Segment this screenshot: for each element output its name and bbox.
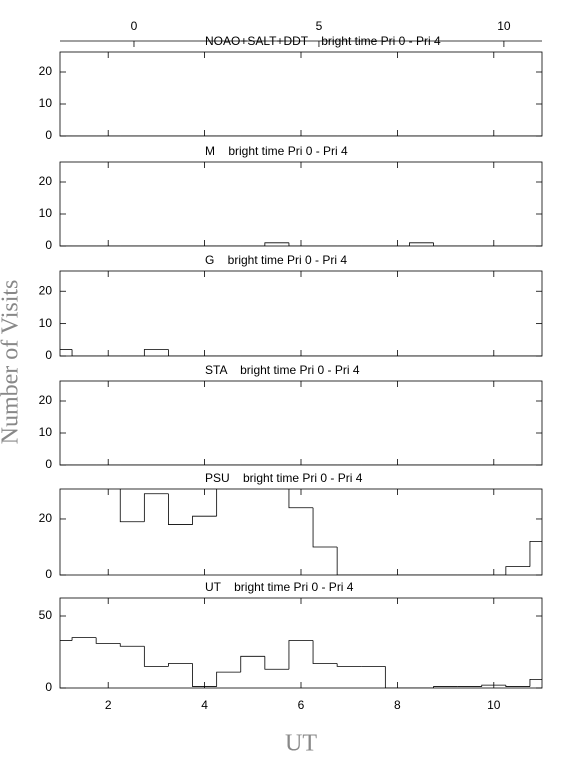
histogram-step (288, 640, 314, 670)
histogram-step (71, 637, 97, 641)
panel-frame (59, 488, 543, 576)
y-tick-label: 0 (45, 457, 52, 471)
y-tick-label: 0 (45, 348, 52, 362)
histogram-step (216, 489, 218, 517)
histogram-step (168, 663, 193, 667)
y-tick-label: 10 (39, 425, 53, 439)
y-tick-label: 0 (45, 680, 52, 694)
histogram (119, 489, 542, 575)
histogram-step (433, 686, 458, 688)
histogram-step (264, 656, 289, 670)
histogram-step (384, 666, 410, 688)
y-tick-label: 10 (39, 96, 53, 110)
panel-title: UT bright time Pri 0 - Pri 4 (205, 580, 354, 594)
histogram-step (216, 671, 241, 687)
histogram-step (168, 349, 193, 356)
y-tick-label: 0 (45, 567, 52, 581)
panel-title: STA bright time Pri 0 - Pri 4 (205, 363, 360, 377)
histogram-step (143, 646, 169, 667)
histogram-step (481, 684, 506, 687)
histogram-step (143, 349, 169, 356)
histogram-step (505, 566, 530, 575)
histogram-step (168, 493, 193, 525)
top-tick-label: 10 (497, 19, 511, 33)
panel-frame (59, 51, 543, 137)
y-tick-label: 20 (39, 393, 53, 407)
histogram-step (529, 540, 542, 567)
panel-frame (59, 380, 543, 466)
histogram-step (192, 663, 217, 687)
y-tick-label: 20 (39, 511, 53, 525)
histogram-step (288, 242, 314, 246)
histogram (60, 349, 542, 356)
x-tick-label: 6 (298, 698, 305, 712)
histogram-step (312, 507, 338, 548)
histogram-step (336, 663, 362, 667)
panel-title: G bright time Pri 0 - Pri 4 (205, 253, 347, 267)
panel-frame (59, 270, 543, 357)
histogram-step (529, 678, 542, 687)
histogram-step (119, 643, 145, 647)
x-tick-label: 2 (105, 698, 112, 712)
x-axis-label: UT (285, 731, 317, 757)
histogram-step (71, 349, 97, 356)
top-tick-label: 5 (316, 19, 323, 33)
histogram-step (312, 640, 338, 664)
histogram-step (264, 242, 289, 246)
y-tick-label: 20 (39, 174, 53, 188)
histogram-step (505, 685, 530, 687)
histogram (60, 637, 542, 688)
histogram-step (119, 489, 145, 523)
x-tick-label: 4 (201, 698, 208, 712)
y-tick-label: 10 (39, 316, 53, 330)
y-tick-label: 20 (39, 64, 53, 78)
histogram (60, 242, 542, 246)
x-tick-label: 10 (487, 698, 501, 712)
histogram-step (95, 637, 121, 644)
y-tick-label: 0 (45, 238, 52, 252)
histogram-step (433, 242, 458, 246)
y-tick-label: 20 (39, 283, 53, 297)
x-tick-label: 8 (394, 698, 401, 712)
histogram-step (336, 546, 362, 575)
histogram-step (240, 655, 265, 673)
panel-frame (59, 597, 543, 689)
panel-title: M bright time Pri 0 - Pri 4 (205, 144, 348, 158)
histogram-step (409, 242, 434, 246)
panel-title: PSU bright time Pri 0 - Pri 4 (205, 471, 363, 485)
histogram-step (192, 515, 217, 525)
y-tick-label: 0 (45, 128, 52, 142)
histogram-step (288, 489, 314, 509)
y-tick-label: 50 (39, 608, 53, 622)
y-tick-label: 10 (39, 206, 53, 220)
top-tick-label: 0 (131, 19, 138, 33)
y-axis-label: Number of Visits (0, 280, 24, 445)
histogram-step (143, 493, 169, 522)
panel-frame (59, 161, 543, 247)
